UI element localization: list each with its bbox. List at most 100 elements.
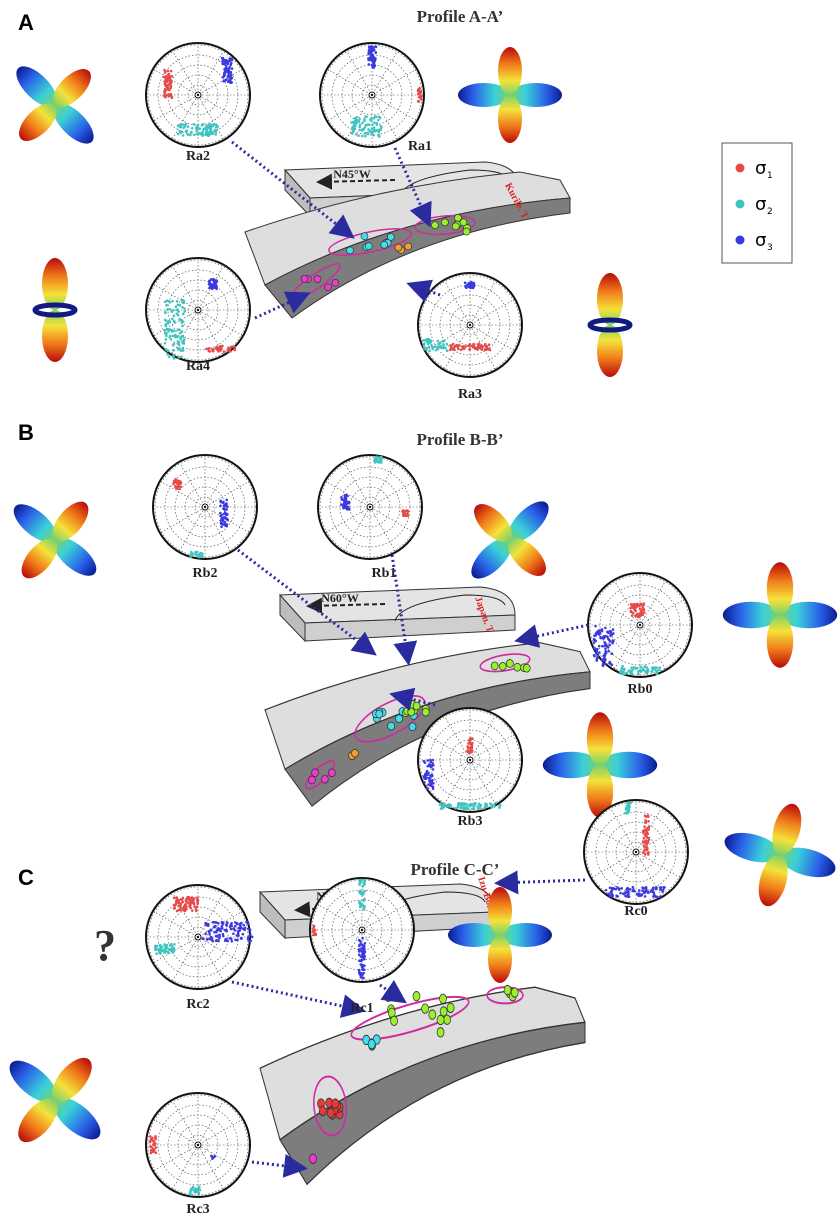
stress-point	[432, 782, 435, 785]
stress-point	[202, 130, 205, 133]
stress-point	[473, 804, 476, 807]
stress-point	[624, 672, 627, 675]
stress-point	[236, 939, 239, 942]
stereonet	[146, 1093, 250, 1197]
stress-point	[633, 608, 636, 611]
stress-point	[468, 739, 471, 742]
stress-point	[645, 843, 648, 846]
stress-point	[164, 94, 167, 97]
stress-point	[431, 348, 434, 351]
stress-point	[615, 888, 618, 891]
hypocenter	[444, 1015, 451, 1024]
hypocenter	[332, 1099, 339, 1108]
hypocenter	[514, 663, 521, 671]
stress-point	[155, 1151, 158, 1154]
stress-point	[631, 669, 634, 672]
stress-point	[492, 805, 495, 808]
stress-point	[663, 886, 666, 889]
stress-point	[608, 661, 611, 664]
hypocenter	[511, 988, 518, 997]
stress-point	[641, 613, 644, 616]
stress-point	[363, 883, 366, 886]
stress-point	[201, 552, 204, 555]
stress-point	[468, 741, 471, 744]
stress-point	[380, 126, 383, 129]
stress-point	[431, 762, 434, 765]
stress-point	[601, 645, 604, 648]
stress-point	[357, 134, 360, 137]
stress-point	[165, 335, 168, 338]
stress-point	[651, 666, 654, 669]
question-mark: ?	[94, 921, 116, 970]
lobe	[488, 935, 512, 983]
stress-point	[473, 807, 476, 810]
stress-point	[378, 134, 381, 137]
stress-point	[191, 554, 194, 557]
stress-point	[659, 666, 662, 669]
stress-point	[173, 907, 176, 910]
hypocenter	[452, 223, 459, 230]
stress-point	[179, 480, 182, 483]
stress-point	[652, 890, 655, 893]
stress-point	[365, 124, 368, 127]
stress-point	[361, 904, 364, 907]
legend-symbol: σ	[755, 230, 766, 251]
stress-point	[155, 952, 158, 955]
stress-point	[249, 928, 252, 931]
stress-point	[166, 947, 169, 950]
stress-point	[219, 346, 222, 349]
stress-point	[656, 672, 659, 675]
stereonet	[418, 273, 522, 377]
stress-point	[231, 67, 234, 70]
stress-point	[631, 673, 634, 676]
stress-point	[361, 958, 364, 961]
stress-point	[224, 79, 227, 82]
stress-point	[601, 628, 604, 631]
stress-point	[468, 804, 471, 807]
stress-point	[655, 670, 658, 673]
lobe-shape	[587, 712, 613, 765]
hypocenter	[388, 722, 395, 730]
stress-point	[210, 929, 213, 932]
stress-point	[208, 931, 211, 934]
stress-point	[429, 341, 432, 344]
stress-point	[169, 328, 172, 331]
stress-point	[231, 345, 234, 348]
stress-point	[178, 125, 181, 128]
stress-point	[375, 46, 378, 49]
stress-point	[183, 910, 186, 913]
stress-point	[601, 659, 604, 662]
center-dot	[469, 759, 471, 761]
stress-point	[429, 759, 432, 762]
stress-point	[164, 329, 167, 332]
hypocenter	[409, 723, 416, 731]
stress-point	[219, 927, 222, 930]
stress-point	[628, 802, 631, 805]
stress-point	[373, 121, 376, 124]
center-dot	[369, 506, 371, 508]
stress-point	[182, 123, 185, 126]
stress-point	[434, 345, 437, 348]
stress-point	[359, 955, 362, 958]
stress-point	[154, 1135, 157, 1138]
stress-point	[602, 663, 605, 666]
stress-point	[380, 457, 383, 460]
stress-point	[637, 673, 640, 676]
stress-glyph	[458, 47, 562, 143]
stress-point	[345, 497, 348, 500]
stress-point	[425, 777, 428, 780]
stress-point	[213, 926, 216, 929]
stress-point	[375, 51, 378, 54]
stress-point	[465, 285, 468, 288]
lobe	[488, 887, 512, 935]
stress-point	[224, 59, 227, 62]
stress-point	[628, 808, 631, 811]
stress-point	[428, 779, 431, 782]
stress-point	[183, 310, 186, 313]
stress-point	[242, 927, 245, 930]
stress-point	[453, 345, 456, 348]
lobe-shape	[488, 887, 512, 935]
stress-point	[422, 339, 425, 342]
stereonet	[310, 878, 414, 982]
stress-point	[460, 807, 463, 810]
